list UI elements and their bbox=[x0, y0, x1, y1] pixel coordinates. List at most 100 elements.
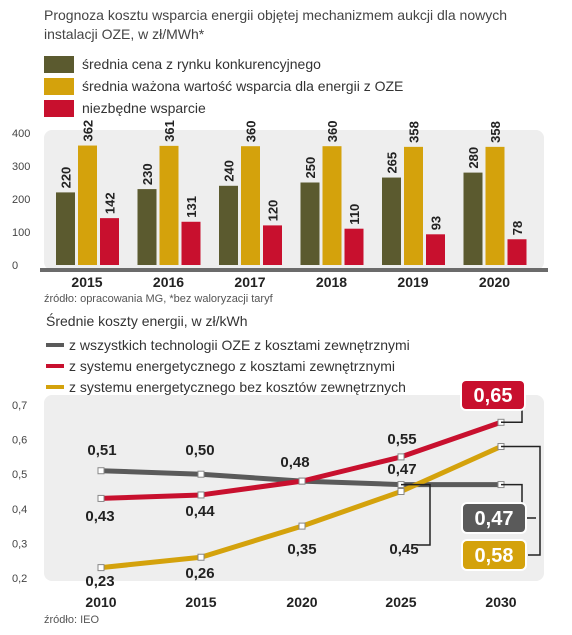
legend2-label: z systemu energetycznego z kosztami zewn… bbox=[69, 357, 396, 374]
bar bbox=[241, 146, 260, 265]
bar bbox=[344, 228, 364, 265]
bar-value-label: 93 bbox=[429, 216, 444, 230]
legend2-line-gold bbox=[46, 384, 64, 389]
end-value-gray-box bbox=[461, 502, 527, 534]
x-tick-label: 2016 bbox=[153, 274, 184, 290]
data-label: 0,47 bbox=[387, 461, 416, 478]
y-tick-label: 0 bbox=[12, 260, 18, 272]
bar bbox=[382, 177, 401, 265]
legend2-item-red: z systemu energetycznego z kosztami zewn… bbox=[46, 355, 410, 376]
bar-value-label: 230 bbox=[140, 163, 155, 185]
bar-value-label: 142 bbox=[103, 192, 118, 214]
y-tick-label: 400 bbox=[12, 128, 30, 140]
legend-item-olive: średnia cena z rynku konkurencyjnego bbox=[44, 53, 403, 75]
legend-swatch-gold bbox=[44, 77, 74, 95]
data-point bbox=[197, 470, 205, 478]
legend2-line-gray bbox=[46, 342, 64, 347]
bar-value-label: 78 bbox=[510, 221, 525, 235]
bar-value-label: 360 bbox=[244, 120, 259, 142]
bar-value-label: 250 bbox=[303, 157, 318, 179]
connector-gray bbox=[501, 483, 536, 519]
x-tick-label: 2015 bbox=[185, 594, 216, 610]
x-tick-label: 2019 bbox=[397, 274, 428, 290]
bar-value-label: 360 bbox=[325, 120, 340, 142]
bar bbox=[463, 172, 483, 265]
bar-value-label: 358 bbox=[407, 121, 422, 143]
connector-gold bbox=[501, 445, 541, 556]
bar bbox=[426, 234, 445, 265]
bar bbox=[100, 218, 119, 265]
data-point bbox=[397, 488, 405, 495]
bar bbox=[485, 146, 505, 265]
bar bbox=[300, 182, 320, 265]
x-tick-label: 2025 bbox=[385, 594, 416, 610]
bar-value-label: 120 bbox=[266, 200, 281, 222]
end-value-red-label: 0,65 bbox=[474, 385, 513, 407]
data-point bbox=[97, 494, 105, 502]
legend2-item-gold: z systemu energetycznego bez kosztów zew… bbox=[46, 376, 410, 397]
legend-item-gold: średnia ważona wartość wsparcia dla ener… bbox=[44, 75, 403, 97]
connector-2025 bbox=[401, 483, 431, 546]
data-point bbox=[197, 491, 205, 499]
bar bbox=[78, 145, 97, 265]
chart1-legend: średnia cena z rynku konkurencyjnego śre… bbox=[44, 53, 403, 119]
bar-value-label: 358 bbox=[488, 121, 503, 143]
data-point bbox=[97, 564, 105, 572]
legend-item-red: niezbędne wsparcie bbox=[44, 97, 403, 119]
data-label: 0,35 bbox=[287, 541, 316, 558]
data-label: 0,43 bbox=[85, 508, 114, 525]
bar bbox=[404, 146, 423, 265]
chart1-baseline bbox=[40, 268, 548, 272]
data-label: 0,26 bbox=[185, 565, 214, 582]
legend-label: niezbędne wsparcie bbox=[82, 100, 206, 116]
end-value-gold-box bbox=[461, 539, 527, 571]
legend2-label: z wszystkich technologii OZE z kosztami … bbox=[69, 336, 410, 353]
data-label: 0,50 bbox=[185, 442, 214, 459]
y-tick-label: 0,5 bbox=[12, 469, 27, 481]
bar bbox=[322, 146, 342, 265]
legend-swatch-red bbox=[44, 99, 74, 117]
data-point bbox=[197, 553, 205, 561]
x-tick-label: 2030 bbox=[485, 594, 516, 610]
data-label: 0,23 bbox=[85, 573, 114, 590]
x-tick-label: 2017 bbox=[234, 274, 265, 290]
bar bbox=[56, 192, 75, 265]
y-tick-label: 200 bbox=[12, 194, 30, 206]
x-tick-label: 2015 bbox=[71, 274, 102, 290]
end-value-red-box bbox=[460, 379, 526, 411]
chart2-source: źródło: IEO bbox=[44, 614, 100, 626]
x-tick-label: 2018 bbox=[316, 274, 347, 290]
bar-value-label: 362 bbox=[81, 120, 96, 142]
bar bbox=[137, 189, 157, 265]
bar bbox=[507, 239, 527, 265]
legend2-item-gray: z wszystkich technologii OZE z kosztami … bbox=[46, 334, 410, 355]
chart2-legend: z wszystkich technologii OZE z kosztami … bbox=[46, 334, 410, 397]
legend-label: średnia cena z rynku konkurencyjnego bbox=[82, 56, 321, 72]
bar-value-label: 131 bbox=[184, 196, 199, 218]
chart1-source: źródło: opracowania MG, *bez waloryzacji… bbox=[44, 293, 273, 305]
chart1-title: Prognoza kosztu wsparcia energii objętej… bbox=[44, 7, 508, 42]
data-point bbox=[298, 522, 306, 530]
bar-value-label: 361 bbox=[162, 120, 177, 142]
data-point bbox=[397, 453, 405, 461]
legend2-line-red bbox=[46, 363, 64, 368]
legend-label: średnia ważona wartość wsparcia dla ener… bbox=[82, 78, 404, 94]
bar-value-label: 110 bbox=[347, 204, 362, 225]
y-tick-label: 0,3 bbox=[12, 538, 27, 550]
chart2-panel bbox=[44, 395, 544, 581]
data-label: 0,48 bbox=[280, 454, 309, 471]
data-point bbox=[97, 467, 105, 475]
y-tick-label: 300 bbox=[12, 161, 30, 173]
bar-value-label: 220 bbox=[59, 167, 74, 189]
data-label: 0,44 bbox=[185, 503, 215, 520]
legend-swatch-olive bbox=[44, 55, 74, 73]
legend2-label: z systemu energetycznego bez kosztów zew… bbox=[69, 378, 406, 395]
data-label: 0,45 bbox=[389, 541, 418, 558]
data-label: 0,55 bbox=[387, 431, 416, 448]
bar bbox=[181, 221, 201, 265]
x-tick-label: 2020 bbox=[286, 594, 317, 610]
x-tick-label: 2010 bbox=[85, 594, 116, 610]
chart2-title: Średnie koszty energii, w zł/kWh bbox=[46, 313, 248, 329]
x-tick-label: 2020 bbox=[479, 274, 510, 290]
